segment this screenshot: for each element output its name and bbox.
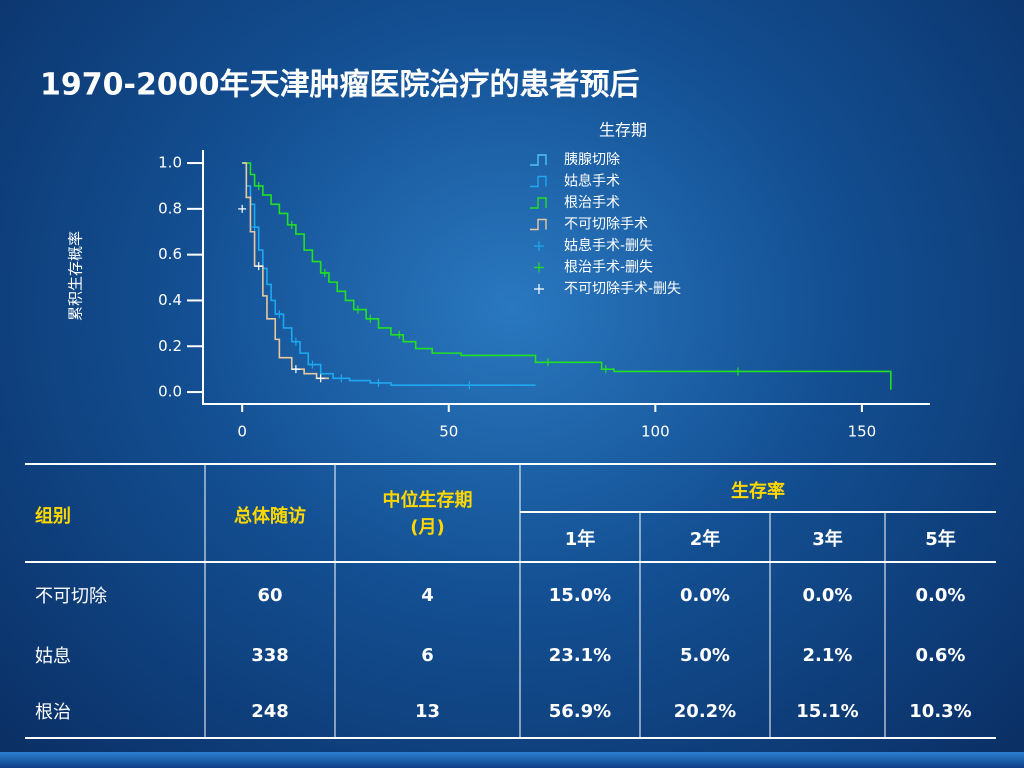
legend-label: 根治手术-删失: [564, 260, 653, 276]
legend-icon: [530, 197, 547, 209]
x-tick-label: 50: [439, 423, 458, 441]
censor-mark: [601, 365, 610, 374]
table-cell: 60: [257, 584, 283, 606]
table-cell: 姑息: [35, 646, 71, 667]
group-header: 生存率: [731, 481, 785, 502]
table-cell: 2.1%: [802, 644, 853, 666]
y-tick-label: 1.0: [158, 154, 182, 172]
legend-icon: [534, 262, 544, 273]
legend-label: 姑息手术-删失: [564, 237, 653, 254]
legend-icon: [530, 154, 547, 166]
censor-mark: [374, 378, 383, 387]
x-tick-label: 0: [237, 423, 247, 441]
censor-mark: [366, 314, 375, 323]
survival-curve: [242, 162, 892, 390]
censor-mark: [316, 374, 325, 383]
censor-mark: [337, 374, 346, 383]
header-cell: 中位生存期: [382, 490, 473, 511]
table-cell: 20.2%: [673, 700, 737, 722]
legend-label: 根治手术: [564, 195, 620, 211]
censor-mark: [543, 358, 552, 367]
table-cell: 0.0%: [802, 584, 853, 606]
legend-label: 不可切除手术-删失: [564, 281, 681, 297]
x-tick-label: 100: [641, 423, 670, 441]
legend-label: 姑息手术: [564, 173, 620, 190]
table-cell: 0.6%: [915, 644, 966, 666]
sub-header-cell: 5年: [925, 529, 956, 550]
sub-header-cell: 1年: [564, 529, 596, 550]
censor-mark: [254, 181, 263, 190]
legend-label: 不可切除手术: [564, 217, 648, 233]
header-cell: (月): [410, 517, 445, 538]
legend-label: 胰腺切除: [564, 152, 620, 168]
censor-mark: [291, 365, 300, 374]
sub-header-cell: 3年: [812, 529, 843, 550]
y-tick-label: 0.2: [158, 337, 182, 355]
censor-mark: [308, 360, 317, 369]
table-cell: 根治: [35, 702, 71, 723]
censor-mark: [254, 262, 263, 271]
censor-mark: [275, 310, 284, 319]
sub-header-cell: 2年: [689, 529, 721, 550]
censor-mark: [287, 220, 296, 229]
table-cell: 248: [251, 700, 289, 722]
table-cell: 338: [251, 644, 289, 666]
censor-mark: [291, 337, 300, 346]
table-cell: 0.0%: [915, 584, 966, 606]
legend-icon: [530, 175, 547, 188]
censor-mark: [320, 268, 329, 277]
slide-title: 1970-2000年天津肿瘤医院治疗的患者预后: [40, 68, 639, 103]
table-cell: 6: [421, 644, 434, 666]
y-tick-label: 0.6: [158, 245, 182, 263]
survival-curve: [242, 162, 329, 380]
censor-mark: [465, 381, 474, 390]
censor-mark: [733, 367, 742, 376]
censor-mark: [238, 204, 247, 213]
table-cell: 15.0%: [548, 584, 612, 606]
header-cell: 总体随访: [234, 506, 306, 527]
table-cell: 15.1%: [796, 700, 859, 722]
censor-mark: [395, 330, 404, 339]
table-cell: 23.1%: [548, 644, 612, 666]
x-tick-label: 150: [848, 423, 877, 441]
legend-icon: [534, 284, 544, 294]
censor-mark: [250, 223, 259, 232]
survival-curve: [242, 162, 536, 386]
y-tick-label: 0.8: [158, 199, 182, 217]
censor-mark: [353, 305, 362, 314]
y-tick-label: 0.4: [158, 291, 182, 309]
table-cell: 13: [414, 700, 441, 722]
header-cell: 组别: [35, 506, 71, 527]
legend-icon: [534, 241, 544, 251]
table-cell: 4: [421, 584, 434, 606]
table-cell: 不可切除: [35, 586, 107, 607]
table-cell: 0.0%: [680, 584, 730, 606]
table-cell: 10.3%: [909, 700, 972, 722]
x-axis-label: 生存期: [599, 121, 647, 140]
table-cell: 5.0%: [680, 644, 730, 666]
footer-bar: [0, 752, 1024, 768]
y-axis-label: 累积生存概率: [67, 231, 85, 321]
table-cell: 56.9%: [548, 700, 612, 722]
legend-icon: [530, 218, 547, 231]
y-tick-label: 0.0: [158, 383, 182, 401]
